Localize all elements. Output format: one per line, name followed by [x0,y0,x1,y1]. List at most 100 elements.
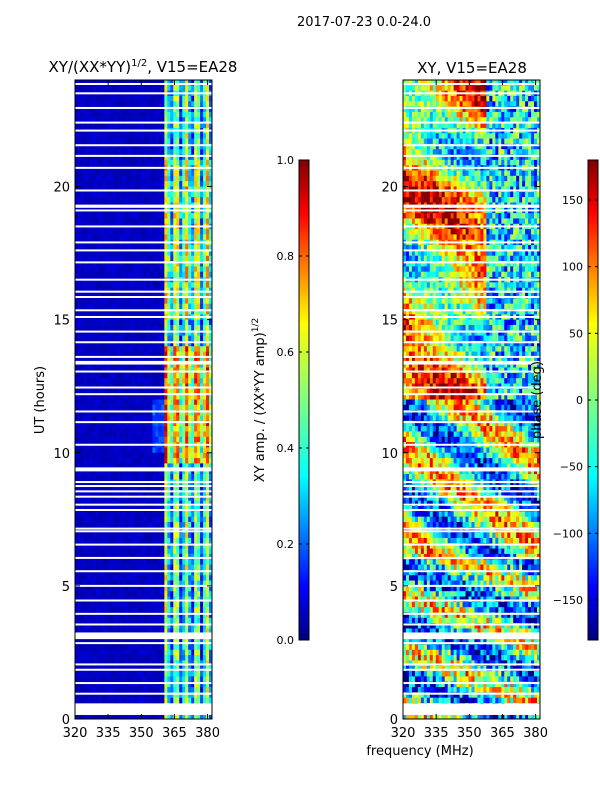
amplitude-heatmap-cell [161,458,165,464]
amplitude-heatmap-cell [101,399,106,406]
amplitude-heatmap-cell [152,628,156,635]
amplitude-heatmap-cell [188,617,192,624]
amplitude-heatmap-cell [140,639,144,645]
amplitude-heatmap-cell [131,255,135,262]
amplitude-heatmap-cell [203,287,207,294]
amplitude-heatmap-cell [119,506,124,512]
amplitude-heatmap-cell [200,415,204,422]
amplitude-heatmap-cell [119,521,124,528]
amplitude-heatmap-cell [167,186,171,193]
amplitude-heatmap-cell [80,117,85,123]
amplitude-heatmap-cell [83,298,88,305]
amplitude-heatmap-cell [206,644,210,651]
amplitude-heatmap-cell [173,399,177,406]
amplitude-heatmap-cell [164,426,168,432]
amplitude-heatmap-cell [197,261,201,267]
amplitude-heatmap-cell [89,559,94,565]
amplitude-heatmap-cell [149,367,153,374]
amplitude-heatmap-cell [110,511,115,518]
amplitude-heatmap-cell [140,431,144,438]
amplitude-heatmap-cell [203,170,207,177]
amplitude-heatmap-cell [131,378,135,384]
amplitude-heatmap-cell [146,655,150,661]
amplitude-heatmap-cell [92,351,97,358]
amplitude-heatmap-cell [80,80,85,86]
amplitude-heatmap-cell [113,506,118,512]
amplitude-heatmap-cell [209,308,213,315]
amplitude-heatmap-cell [197,506,201,512]
amplitude-heatmap-cell [134,143,138,150]
amplitude-heatmap-cell [173,229,177,235]
amplitude-heatmap-cell [152,138,156,145]
amplitude-heatmap-cell [185,378,189,384]
amplitude-heatmap-cell [107,255,112,262]
amplitude-heatmap-cell [86,287,91,294]
amplitude-heatmap-cell [140,575,144,581]
amplitude-heatmap-cell [206,559,210,565]
amplitude-heatmap-cell [128,623,132,629]
amplitude-heatmap-cell [155,532,159,539]
amplitude-heatmap-cell [167,564,171,571]
amplitude-heatmap-cell [116,250,121,257]
amplitude-heatmap-cell [182,340,186,347]
amplitude-heatmap-cell [119,271,124,278]
amplitude-heatmap-cell [197,324,201,331]
amplitude-heatmap-cell [158,463,162,470]
amplitude-heatmap-cell [194,463,198,470]
amplitude-heatmap-cell [98,511,103,518]
amplitude-heatmap-cell [116,218,121,225]
amplitude-heatmap-cell [89,468,94,475]
amplitude-heatmap-cell [98,548,103,555]
amplitude-heatmap-cell [89,607,94,613]
amplitude-heatmap-cell [110,293,115,299]
amplitude-heatmap-cell [122,548,127,555]
amplitude-heatmap-cell [182,649,186,656]
amplitude-heatmap-cell [170,319,174,326]
amplitude-heatmap-cell [152,516,156,523]
amplitude-heatmap-cell [167,580,171,587]
amplitude-heatmap-cell [125,591,130,597]
amplitude-heatmap-cell [161,213,165,219]
amplitude-heatmap-cell [125,287,130,294]
amplitude-heatmap-cell [83,356,88,363]
amplitude-heatmap-cell [107,452,112,459]
amplitude-heatmap-cell [152,159,156,166]
amplitude-heatmap-cell [75,521,79,528]
amplitude-heatmap-cell [176,324,180,331]
amplitude-heatmap-cell [173,170,177,177]
amplitude-heatmap-cell [77,516,82,523]
amplitude-heatmap-cell [200,426,204,432]
amplitude-heatmap-cell [209,229,213,235]
amplitude-heatmap-cell [146,521,150,528]
amplitude-heatmap-cell [128,378,132,384]
amplitude-heatmap-cell [209,500,213,507]
amplitude-heatmap-cell [128,372,132,379]
amplitude-heatmap-cell [182,229,186,235]
amplitude-heatmap-cell [158,85,162,92]
amplitude-heatmap-cell [140,218,144,225]
amplitude-heatmap-cell [86,340,91,347]
amplitude-heatmap-cell [134,245,138,251]
amplitude-heatmap-cell [110,106,115,113]
amplitude-heatmap-cell [152,537,156,544]
amplitude-heatmap-cell [98,404,103,411]
amplitude-heatmap-cell [152,511,156,518]
amplitude-heatmap-cell [167,181,171,187]
amplitude-heatmap-cell [176,601,180,608]
amplitude-heatmap-cell [161,511,165,518]
amplitude-heatmap-cell [137,138,141,145]
amplitude-heatmap-cell [206,426,210,432]
amplitude-heatmap-cell [137,564,141,571]
amplitude-heatmap-cell [125,569,130,576]
amplitude-heatmap-cell [176,245,180,251]
amplitude-heatmap-cell [131,426,135,432]
amplitude-heatmap-cell [125,474,130,480]
amplitude-heatmap-cell [161,516,165,523]
amplitude-heatmap-cell [80,143,85,150]
amplitude-heatmap-cell [152,282,156,289]
amplitude-heatmap-cell [170,404,174,411]
amplitude-heatmap-cell [176,410,180,416]
amplitude-heatmap-cell [146,591,150,597]
amplitude-heatmap-cell [209,404,213,411]
amplitude-heatmap-cell [170,175,174,182]
